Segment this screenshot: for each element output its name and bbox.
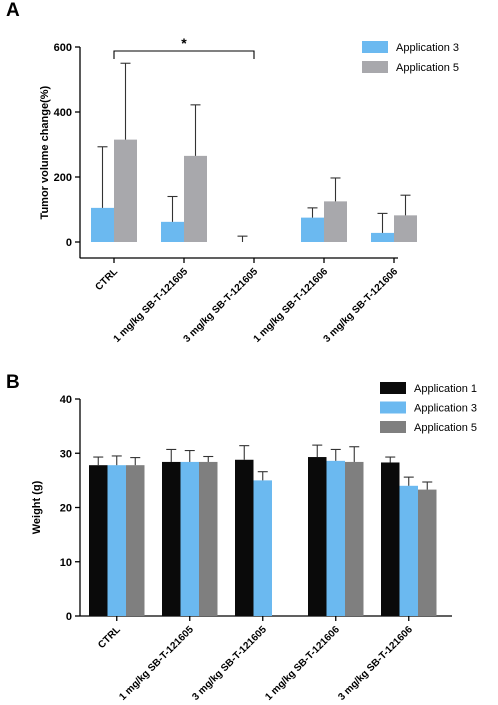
bar [301,217,324,242]
bar [180,461,199,616]
bar [199,461,218,616]
legend-label: Application 5 [396,62,459,74]
legend-label: Application 5 [414,422,477,434]
legend-label: Application 1 [414,383,477,395]
panel-a: A 0 200 400 600 Tumor volume change(%) CTRL 1 … [6,0,459,345]
bar [114,139,137,242]
x-tick-label: CTRL [96,624,123,651]
bar [184,155,207,242]
bar [381,462,400,616]
bar [371,232,394,242]
significance-bracket [113,50,255,59]
legend-label: Application 3 [414,403,477,415]
x-tick-label: 3 mg/kg SB-T-121606 [336,624,415,703]
bar [126,465,145,616]
bar [324,201,347,242]
panel-b-letter: B [6,372,20,393]
x-tick-label: 3 mg/kg SB-T-121605 [182,266,261,345]
x-tick-label: 1 mg/kg SB-T-121605 [112,266,191,345]
bar [89,465,108,616]
y-tick-label: 0 [66,237,72,249]
y-tick-label: 600 [54,42,72,54]
y-tick-label: 20 [60,503,72,515]
bar [107,465,126,616]
y-tick-label: 30 [60,448,72,460]
y-tick-label: 10 [60,557,72,569]
y-axis-label: Weight (g) [31,480,43,534]
legend-swatch [380,421,406,433]
legend-swatch [362,41,388,53]
y-tick-label: 200 [54,172,72,184]
legend-label: Application 3 [396,42,459,54]
legend-swatch [380,382,406,394]
x-tick-label: 1 mg/kg SB-T-121605 [117,624,196,703]
bar [161,221,184,242]
bar [418,489,437,616]
bar [162,461,181,616]
legend-swatch [380,401,406,414]
bar [345,461,364,616]
x-tick-label: 3 mg/kg SB-T-121605 [190,624,269,703]
bar [308,457,327,616]
y-tick-label: 0 [66,611,72,623]
panel-a-letter: A [6,0,20,21]
x-tick-label: 1 mg/kg SB-T-121606 [252,266,331,345]
x-tick-label: 1 mg/kg SB-T-121606 [263,624,342,703]
y-tick-label: 40 [60,394,72,406]
bar [326,460,345,616]
x-tick-label: 3 mg/kg SB-T-121606 [322,266,401,345]
bar [394,215,417,242]
bar [235,459,254,616]
bar [399,485,418,616]
legend-swatch [362,61,388,73]
y-axis-label: Tumor volume change(%) [39,85,51,219]
significance-label: * [181,35,187,51]
x-tick-label: CTRL [93,266,120,293]
bar [91,207,114,242]
bar [253,480,272,616]
panel-b: B 0 10 20 30 40 Weight (g) CTRL 1 mg/kg SB-T-12… [0,370,498,705]
y-tick-label: 400 [54,107,72,119]
